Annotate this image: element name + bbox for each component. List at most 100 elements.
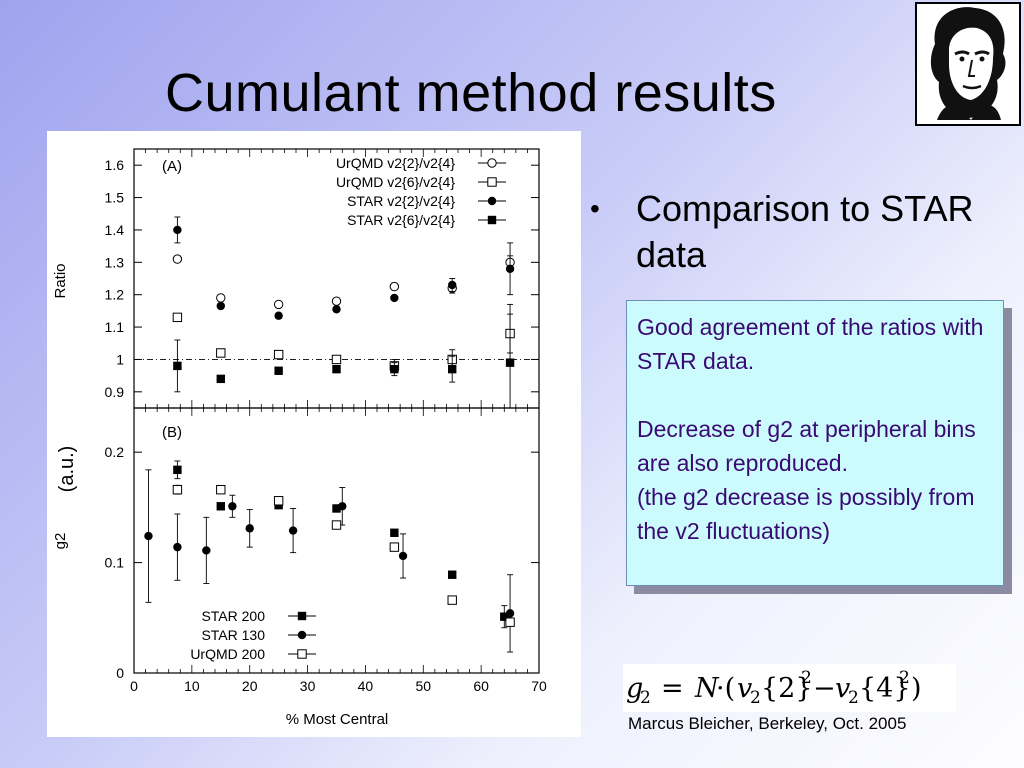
- panel-a-point: [172, 312, 183, 323]
- panel-b-ylabel-units: (a.u.): [56, 446, 78, 493]
- panel-a-ytick-label: 1.4: [105, 222, 125, 238]
- panel-a-point: [216, 348, 226, 358]
- panel-b-point: [202, 546, 211, 555]
- panel-a-point: [216, 374, 225, 384]
- panel-b-ytick-label: 0.2: [105, 444, 125, 460]
- svg-text:=: =: [661, 673, 684, 704]
- panel-b-point: [173, 465, 182, 475]
- panel-a-point: [331, 296, 342, 306]
- svg-text:g: g: [626, 673, 643, 704]
- panel-b-point: [447, 595, 457, 605]
- panel-a-point: [274, 311, 283, 320]
- panel-b-point: [505, 609, 515, 618]
- panel-a-point: [332, 364, 341, 374]
- x-axis-label: % Most Central: [286, 711, 389, 728]
- panel-b-point: [216, 502, 225, 511]
- x-tick-label: 40: [358, 678, 374, 694]
- panel-b-axes: 0 0.1 0.2 0 10 20 30 40 50 60 70: [105, 408, 547, 694]
- x-tick-label: 30: [300, 678, 316, 694]
- note-line-1: Good agreement of the ratios with STAR d…: [637, 314, 984, 374]
- panel-b-legend-marker: [297, 630, 307, 640]
- panel-b-point: [216, 485, 226, 495]
- panel-b-legend-label: STAR 200: [201, 608, 265, 624]
- svg-text:−: −: [813, 673, 836, 704]
- panel-a-point: [273, 299, 284, 310]
- panel-b-marks: [144, 460, 515, 653]
- panel-b-label: (B): [162, 424, 182, 441]
- formula-box: g 2 = N ·( v 2 {2} 2 − v 2 {4} 2 ): [623, 664, 956, 712]
- panel-a-point: [332, 305, 341, 314]
- panel-b-point: [228, 502, 237, 511]
- panel-a-ytick-label: 1.6: [105, 157, 125, 173]
- panel-b-point: [172, 485, 183, 495]
- panel-b-ytick-label: 0.1: [105, 555, 125, 571]
- footer-credit: Marcus Bleicher, Berkeley, Oct. 2005: [628, 714, 907, 733]
- panel-a-ytick-label: 1: [116, 351, 124, 367]
- panel-b-point: [505, 617, 515, 627]
- panel-a-point: [172, 254, 183, 264]
- x-tick-label: 10: [184, 678, 200, 694]
- svg-text:·(: ·(: [716, 673, 735, 704]
- panel-b-point: [500, 612, 509, 621]
- panel-a-point: [331, 354, 342, 365]
- panel-b-legend-marker: [297, 649, 307, 659]
- svg-text:2: 2: [750, 688, 761, 708]
- x-tick-label: 50: [415, 678, 431, 694]
- panel-a-point: [216, 301, 225, 311]
- panel-a-legend-label: STAR v2{2}/v2{4}: [347, 193, 455, 209]
- panel-b-point: [332, 504, 341, 513]
- cumulant-chart: 0.9 1 1.1 1.2 1.3 1.4 1.5 1.6 0 0.1 0.2 0 10 20 30 40 5…: [52, 148, 547, 728]
- panel-b-point: [398, 551, 408, 561]
- panel-a-label: (A): [162, 158, 182, 175]
- panel-a-ylabel: Ratio: [52, 263, 69, 298]
- panel-a-ytick-label: 1.2: [105, 287, 125, 303]
- panel-b-point: [448, 570, 457, 579]
- panel-b-ytick-label: 0: [116, 665, 124, 681]
- panel-b-point: [331, 520, 342, 530]
- goethe-portrait-logo: [915, 2, 1021, 126]
- svg-text:2: 2: [899, 668, 910, 688]
- x-tick-label: 20: [242, 678, 258, 694]
- bullet-text: Comparison to STAR data: [636, 188, 974, 275]
- panel-b-point: [144, 531, 153, 541]
- figure-panel: 0.9 1 1.1 1.2 1.3 1.4 1.5 1.6 0 0.1 0.2 0 10 20 30 40 5…: [47, 131, 581, 737]
- panel-b-point: [288, 526, 298, 535]
- formula-graphic: g 2 = N ·( v 2 {2} 2 − v 2 {4} 2 ): [626, 668, 922, 708]
- panel-b-frame: [133, 407, 540, 674]
- note-line-3: (the g2 decrease is possibly from the v2…: [637, 484, 975, 544]
- panel-b-point: [273, 496, 284, 506]
- note-line-2: Decrease of g2 at peripheral bins are al…: [637, 416, 976, 476]
- slide-title: Cumulant method results: [165, 63, 777, 123]
- panel-a-point: [173, 361, 182, 371]
- svg-text:{4}: {4}: [859, 673, 911, 704]
- panel-a-ytick-label: 1.1: [105, 319, 125, 335]
- svg-text:v: v: [835, 673, 850, 704]
- panel-a-axes: 0.9 1 1.1 1.2 1.3 1.4 1.5 1.6: [105, 149, 540, 408]
- panel-a-legend-marker: [487, 158, 497, 168]
- panel-a-legend-marker: [487, 215, 497, 225]
- panel-a-point: [448, 364, 457, 374]
- panel-a-ytick-label: 1.5: [105, 190, 125, 206]
- svg-text:N: N: [694, 673, 720, 704]
- panel-a-legend: UrQMD v2{2}/v2{4} UrQMD v2{6}/v2{4} STAR v…: [336, 155, 506, 228]
- portrait-icon: [930, 7, 1006, 120]
- note-box: Good agreement of the ratios with STAR d…: [626, 300, 1004, 586]
- panel-a-legend-label: UrQMD v2{2}/v2{4}: [336, 155, 455, 171]
- panel-a-point: [390, 293, 399, 303]
- x-tick-label: 0: [130, 678, 138, 694]
- svg-text:{2}: {2}: [761, 673, 813, 704]
- panel-a-legend-label: STAR v2{6}/v2{4}: [347, 212, 455, 228]
- svg-text:): ): [911, 673, 922, 704]
- panel-b-legend-label: UrQMD 200: [190, 646, 265, 662]
- panel-a-point: [390, 364, 399, 374]
- svg-text:2: 2: [801, 668, 812, 688]
- panel-a-point: [216, 293, 226, 303]
- panel-a-ytick-label: 1.3: [105, 254, 125, 270]
- panel-b-point: [338, 502, 347, 511]
- bullet-dot-icon: •: [590, 193, 600, 224]
- panel-b-ylabel: g2: [52, 533, 69, 550]
- panel-b-legend-marker: [297, 611, 307, 621]
- panel-a-point: [505, 264, 515, 273]
- panel-b-point: [389, 542, 400, 552]
- panel-a-ytick-label: 0.9: [105, 384, 125, 400]
